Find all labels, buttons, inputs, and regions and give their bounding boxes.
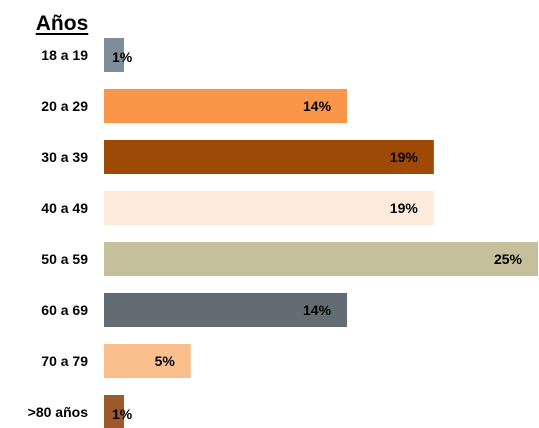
category-label: 60 a 69 bbox=[41, 302, 88, 318]
category-label: 20 a 29 bbox=[41, 98, 88, 114]
bar-5 bbox=[104, 242, 538, 276]
bar-7 bbox=[104, 344, 191, 378]
category-label: 40 a 49 bbox=[41, 200, 88, 216]
category-label: 30 a 39 bbox=[41, 149, 88, 165]
bar-1 bbox=[104, 38, 124, 72]
category-label: 70 a 79 bbox=[41, 353, 88, 369]
value-label: 14% bbox=[303, 98, 332, 114]
category-label: >80 años bbox=[28, 404, 89, 420]
value-label: 1% bbox=[112, 49, 133, 65]
value-label: 19% bbox=[390, 149, 419, 165]
bar-6 bbox=[104, 293, 348, 327]
value-label: 19% bbox=[390, 200, 419, 216]
bar-8 bbox=[104, 395, 124, 428]
chart-title: Años bbox=[36, 12, 89, 35]
chart-rows: 18 a 19 1% 20 a 29 14% 30 a 39 19% 40 a 49 19% 5… bbox=[28, 38, 538, 428]
category-label: 50 a 59 bbox=[41, 251, 88, 267]
bar-2 bbox=[104, 89, 348, 123]
value-label: 14% bbox=[303, 302, 332, 318]
value-label: 5% bbox=[155, 353, 176, 369]
value-label: 25% bbox=[494, 251, 523, 267]
bar-4 bbox=[104, 191, 434, 225]
bar-3 bbox=[104, 140, 434, 174]
category-label: 18 a 19 bbox=[41, 47, 88, 63]
value-label: 1% bbox=[112, 406, 133, 422]
